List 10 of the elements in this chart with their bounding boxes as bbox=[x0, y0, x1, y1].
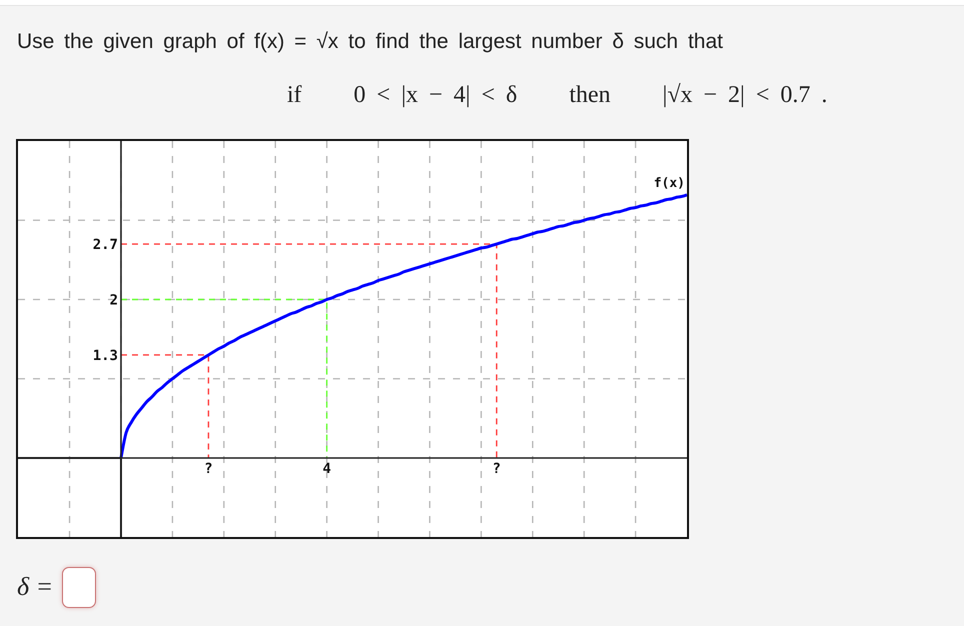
y-tick-label: 2 bbox=[110, 292, 118, 308]
series-label: f(x) bbox=[654, 176, 685, 191]
text: δ = bbox=[17, 572, 54, 602]
x-tick-label: ? bbox=[204, 460, 213, 477]
y-tick-label: 2.7 bbox=[92, 236, 118, 253]
y-tick-label: 1.3 bbox=[92, 348, 118, 364]
x-tick-label: ? bbox=[492, 460, 501, 477]
text: if 0 < |x − 4| < δ then |√x − 2| < 0.7 . bbox=[287, 82, 828, 108]
x-tick-label: 4 bbox=[322, 460, 332, 477]
chart-title: Use the given graph of f(x) = √x to find the largest number δ such that bbox=[17, 30, 723, 54]
